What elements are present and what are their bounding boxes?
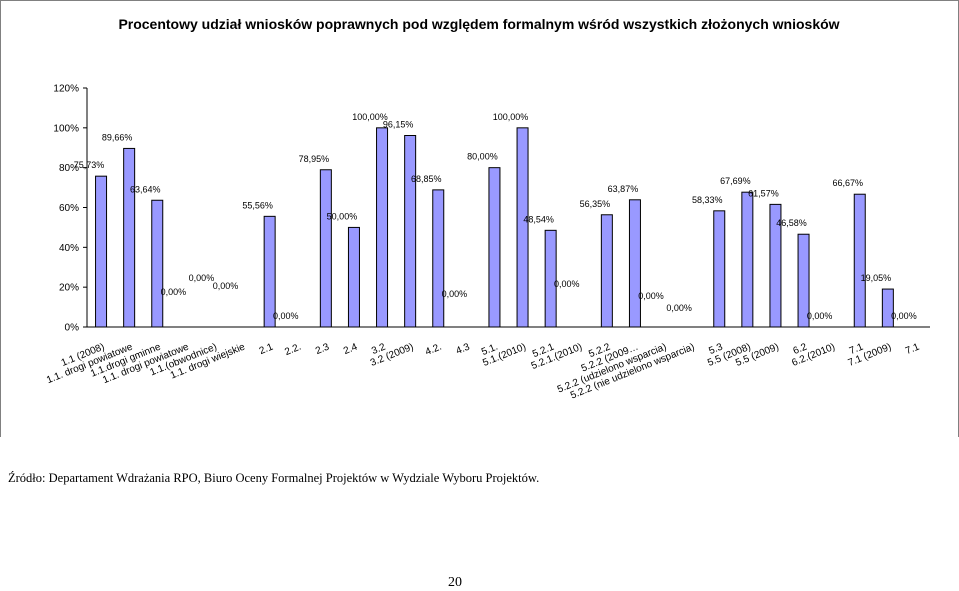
bar [516,127,529,328]
bar [263,215,276,328]
bar [347,226,360,328]
bar [404,135,417,328]
category-label: 2.3 [314,341,331,357]
data-label: 50,00% [327,211,358,221]
data-label: 0,00% [807,311,833,321]
data-label: 58,33% [692,195,723,205]
bar [544,229,557,328]
y-tick-label: 0% [65,323,80,334]
data-label: 0,00% [638,291,664,301]
bar [600,214,613,328]
category-label: 4.2. [424,342,444,358]
source-note: Źródło: Departament Wdrażania RPO, Biuro… [8,471,540,485]
axis-layer: 0% 20% 40% 60% 80% 100% 120% [53,84,930,334]
data-label: 80,00% [467,152,498,162]
bar [376,127,389,328]
data-label: 0,00% [891,311,917,321]
data-label: 78,95% [299,154,330,164]
category-label: 7.1 [904,341,921,357]
y-tick-label: 120% [53,84,79,95]
data-label: 75,73% [74,160,105,170]
y-tick-label: 20% [59,283,79,294]
bar [769,203,782,328]
data-label: 96,15% [383,120,414,130]
data-label: 61,57% [748,188,779,198]
category-label: 5.3 [707,341,724,357]
data-label: 56,35% [580,199,611,209]
category-label: 2.4 [342,341,359,357]
y-tick-label: 80% [59,163,79,174]
data-label: 89,66% [102,132,133,142]
y-tick-label: 40% [59,243,79,254]
data-label: 67,69% [720,176,751,186]
category-label: 6.2 [792,341,809,357]
data-label: 100,00% [352,112,388,122]
category-label: 2.1 [258,341,275,357]
data-label: 68,85% [411,174,442,184]
bar [151,199,164,328]
data-label: 0,00% [273,311,299,321]
data-label: 0,00% [161,287,187,297]
category-label: 2.2. [283,342,303,358]
data-label: 48,54% [523,214,554,224]
category-label: 4.3 [454,341,471,357]
bar [432,189,445,328]
y-tick-label: 100% [53,123,79,134]
y-tick-label: 60% [59,203,79,214]
bar-layer [95,127,894,328]
bar [319,169,332,328]
data-label: 0,00% [554,279,580,289]
data-label: 0,00% [189,273,215,283]
category-label: 3.2 [370,341,387,357]
data-label: 63,87% [608,184,639,194]
bar [713,210,726,328]
bar [488,167,501,328]
data-label: 0,00% [213,281,239,291]
bar [741,191,754,328]
data-label: 46,58% [776,218,807,228]
page-number: 20 [448,575,462,590]
bar [797,233,810,328]
data-label: 63,64% [130,184,161,194]
chart-title: Procentowy udział wniosków poprawnych po… [118,16,839,32]
data-label: 0,00% [666,303,692,313]
category-label: 7.1 [848,341,865,357]
data-label: 55,56% [242,200,273,210]
bar [853,193,866,328]
category-label-layer: 1.1 (2008)1.1. drogi powiatowe1.1.drogi … [45,341,921,401]
data-label-layer: 75,73%89,66%63,64%0,00%0,00%0,00%55,56%0… [74,112,917,321]
bar [95,175,108,328]
bar [123,147,136,328]
bar [881,288,894,328]
data-label: 100,00% [493,112,529,122]
bar-chart: Procentowy udział wniosków poprawnych po… [45,16,930,402]
data-label: 66,67% [832,178,863,188]
bar [628,199,641,328]
data-label: 0,00% [442,289,468,299]
data-label: 19,05% [861,273,892,283]
